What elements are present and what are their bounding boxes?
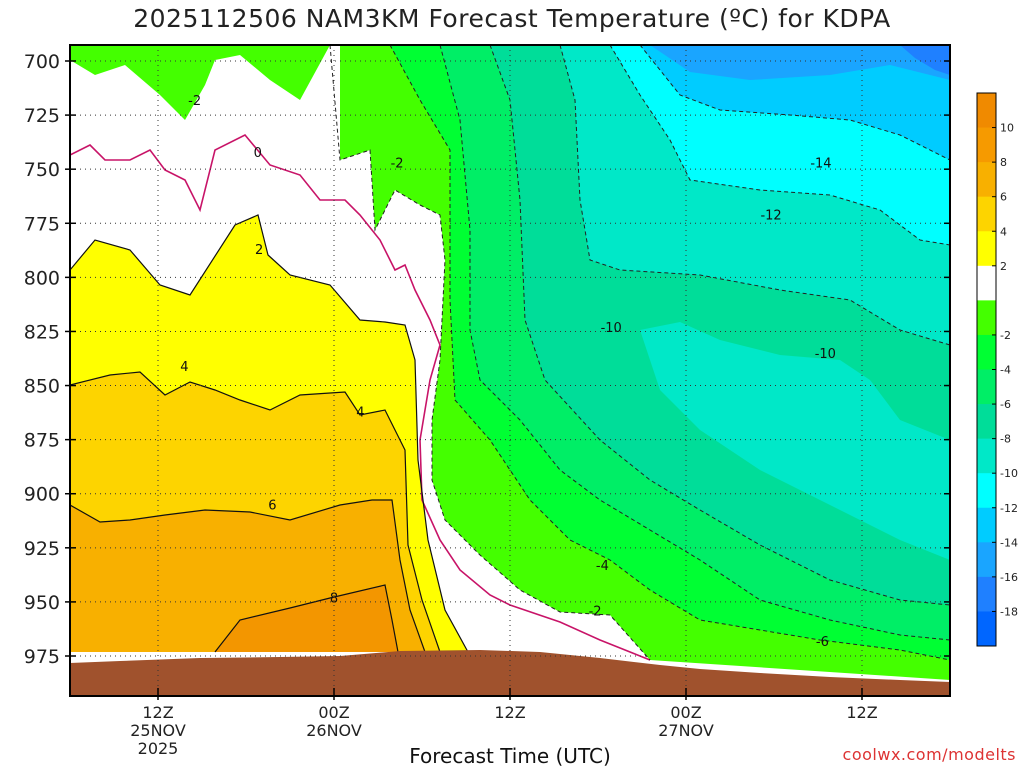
freezing-line (70, 134, 651, 661)
contour-label: -6 (816, 635, 829, 650)
colorbar-segment (977, 507, 996, 543)
contour-label: 0 (254, 146, 262, 161)
colorbar-label: -14 (1000, 536, 1018, 549)
contour-8 (214, 584, 399, 653)
colorbar-label: -18 (1000, 605, 1018, 618)
colorbar-label: -6 (1000, 398, 1011, 411)
colorbar-segment (977, 231, 996, 267)
colorbar-label: 2 (1000, 260, 1007, 273)
colorbar-segment (977, 542, 996, 578)
contour-2 (70, 214, 469, 653)
colorbar-label: -8 (1000, 433, 1011, 446)
contour-label: -4 (596, 559, 609, 574)
colorbar-label: -12 (1000, 502, 1018, 515)
x-tick-label: 12Z (494, 703, 525, 722)
x-axis-title: Forecast Time (UTC) (409, 744, 611, 768)
colorbar-label: 8 (1000, 156, 1007, 169)
colorbar-label: -4 (1000, 364, 1011, 377)
chart-title: 2025112506 NAM3KM Forecast Temperature (… (133, 4, 891, 33)
contour-label: 2 (255, 243, 263, 258)
cold-region-minus16c (650, 45, 950, 80)
contour-minus12 (609, 45, 950, 246)
contour-label: -2 (188, 94, 201, 109)
y-tick-label: 850 (24, 376, 60, 398)
colorbar-segment (977, 93, 996, 129)
contour-label: -12 (760, 209, 781, 224)
warm-region-8c (215, 585, 398, 652)
contour-minus2 (329, 45, 651, 661)
x-tick-label: 00Z (670, 703, 701, 722)
y-tick-label: 825 (24, 321, 60, 343)
y-tick-label: 950 (24, 592, 60, 614)
y-axis: 700 725 750 775 800 825 850 875 900 925 950 975 (24, 51, 950, 668)
contour-6 (70, 499, 426, 653)
y-tick-label: 725 (24, 105, 60, 127)
cold-region-minus18c (900, 45, 950, 75)
contour-label: 8 (330, 592, 338, 607)
contour-minus6 (439, 45, 950, 641)
x-tick-label: 27NOV (658, 721, 714, 740)
y-tick-label: 900 (24, 484, 60, 506)
terrain-ground (70, 650, 950, 696)
colorbar-label: 10 (1000, 122, 1014, 135)
x-tick-label: 12Z (846, 703, 877, 722)
colorbar-label: -16 (1000, 571, 1018, 584)
colorbar-segment (977, 162, 996, 198)
colorbar-segment (977, 265, 996, 301)
y-tick-label: 775 (24, 213, 60, 235)
colorbar-segment (977, 334, 996, 370)
colorbar-label: 6 (1000, 191, 1007, 204)
x-tick-label: 12Z (142, 703, 173, 722)
colorbar-segment (977, 196, 996, 232)
contour-labels: -2 0 -2 2 -14 -12 -10 -10 4 4 6 8 -4 -2 -6 (180, 94, 836, 650)
colorbar-segment (977, 404, 996, 440)
y-tick-label: 925 (24, 538, 60, 560)
dotted-grid (70, 45, 950, 696)
colorbar: 10 8 6 4 2 -2 -4 -6 -8 -10 -12 -14 -16 -18 (976, 92, 1018, 647)
contour-label: 4 (180, 360, 188, 375)
y-tick-label: 750 (24, 159, 60, 181)
contour-label: 4 (356, 406, 364, 421)
colorbar-segment (977, 438, 996, 474)
contour-minus10 (559, 45, 950, 346)
colorbar-segment (977, 473, 996, 509)
colorbar-segment (977, 576, 996, 612)
contour-minus8 (489, 45, 950, 606)
x-tick-label: 2025 (138, 739, 179, 758)
contour-minus4 (389, 45, 950, 661)
contour-label: -14 (810, 157, 831, 172)
contour-label: -2 (391, 157, 404, 172)
contour-label: -10 (601, 321, 622, 336)
x-tick-label: 25NOV (130, 721, 186, 740)
colorbar-segment (977, 369, 996, 405)
colorbar-label: -10 (1000, 467, 1018, 480)
contour-label: -2 (589, 605, 602, 620)
x-tick-label: 26NOV (306, 721, 362, 740)
y-tick-label: 800 (24, 267, 60, 289)
y-tick-label: 975 (24, 646, 60, 668)
colorbar-segment (977, 611, 996, 647)
colorbar-segment (977, 300, 996, 336)
colorbar-label: 4 (1000, 225, 1007, 238)
y-tick-label: 875 (24, 430, 60, 452)
colorbar-segment (977, 127, 996, 163)
contour-label: -10 (815, 347, 836, 362)
credit-link[interactable]: coolwx.com/modelts (842, 745, 1016, 764)
x-tick-label: 00Z (318, 703, 349, 722)
contour-label: 6 (268, 499, 276, 514)
contour-4 (70, 371, 441, 653)
colorbar-label: -2 (1000, 329, 1011, 342)
y-tick-label: 700 (24, 51, 60, 73)
